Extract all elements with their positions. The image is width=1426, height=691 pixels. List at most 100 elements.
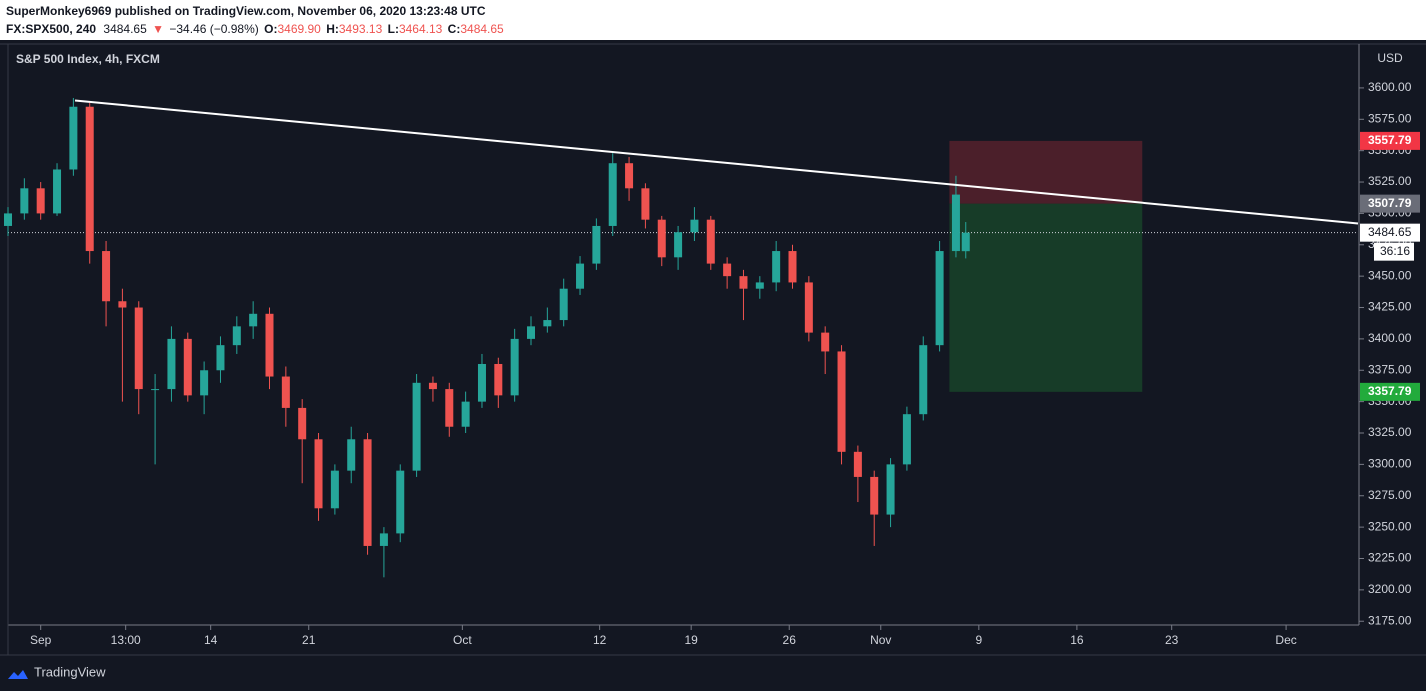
candle-body xyxy=(281,376,290,408)
ohlc-value: 3464.13 xyxy=(399,22,443,36)
candle-body xyxy=(102,251,111,302)
candle-body xyxy=(200,370,209,396)
candle-body xyxy=(249,313,258,327)
candle-body xyxy=(886,464,895,515)
currency: USD xyxy=(1377,51,1403,65)
chart-title: S&P 500 Index, 4h, FXCM xyxy=(16,52,160,66)
candle-body xyxy=(837,351,846,452)
candle-body xyxy=(690,219,699,233)
candle-body xyxy=(919,345,928,415)
candle-body xyxy=(69,106,78,170)
candle-body xyxy=(772,251,781,283)
x-tick-label: 26 xyxy=(783,633,797,647)
ohlc-key: L: xyxy=(388,22,399,36)
candle-body xyxy=(870,476,879,515)
candle-body xyxy=(53,169,62,214)
change: −34.46 (−0.98%) xyxy=(169,22,258,36)
price-label: 3484.65 xyxy=(1368,225,1412,239)
candle-body xyxy=(216,345,225,371)
price-label-box xyxy=(1360,223,1420,242)
countdown-box xyxy=(1374,242,1414,261)
candle-body xyxy=(527,326,536,339)
candle-body xyxy=(625,163,634,189)
candle-body xyxy=(379,533,388,546)
x-tick-label: 23 xyxy=(1165,633,1179,647)
x-tick-label: Oct xyxy=(453,633,472,647)
countdown: 36:16 xyxy=(1380,244,1410,258)
price-axis: 3175.00 3200.00 3225.00 3250.00 3275.00 3300.… xyxy=(30,80,1420,647)
x-tick-label: 19 xyxy=(684,633,698,647)
candle-body xyxy=(151,389,160,391)
candle-body xyxy=(902,414,911,465)
candle-body xyxy=(167,338,176,390)
y-tick-label: 3225.00 xyxy=(1368,551,1412,565)
candle-body xyxy=(445,389,454,427)
ohlc-value: 3493.13 xyxy=(339,22,383,36)
candle-body xyxy=(576,263,585,289)
candle-body xyxy=(961,232,970,252)
y-tick-label: 3300.00 xyxy=(1368,457,1412,471)
candle-body xyxy=(396,470,405,534)
symbol-line: FX:SPX500, 240 3484.65 ▼ −34.46 (−0.98%)… xyxy=(6,22,504,36)
price-label-box xyxy=(1360,131,1420,150)
y-tick-label: 3600.00 xyxy=(1368,80,1412,94)
price-label-box xyxy=(1360,382,1420,401)
candle-body xyxy=(804,282,813,333)
x-tick-label: Sep xyxy=(30,633,52,647)
y-tick-label: 3275.00 xyxy=(1368,488,1412,502)
candle-body xyxy=(36,188,45,214)
y-tick-label: 3400.00 xyxy=(1368,331,1412,345)
candle-body xyxy=(543,320,552,327)
candle-body xyxy=(461,401,470,427)
author-text: SuperMonkey6969 published on TradingView… xyxy=(6,4,486,18)
x-tick-label: 9 xyxy=(975,633,982,647)
y-tick-label: 3375.00 xyxy=(1368,362,1412,376)
plot-area xyxy=(4,97,1359,578)
candle-body xyxy=(118,301,127,308)
candle-body xyxy=(85,106,94,252)
y-tick-label: 3175.00 xyxy=(1368,613,1412,627)
candle-body xyxy=(183,338,192,396)
candle-body xyxy=(298,407,307,440)
candle-body xyxy=(723,263,732,277)
price-label: 3357.79 xyxy=(1368,384,1412,398)
ohlc-key: C: xyxy=(448,22,461,36)
ohlc-value: 3484.65 xyxy=(460,22,504,36)
candle-body xyxy=(494,363,503,396)
candle-body xyxy=(853,451,862,477)
brand-logo xyxy=(8,670,28,679)
candle-body xyxy=(788,251,797,283)
candle-body xyxy=(232,326,241,346)
price-label: 3507.79 xyxy=(1368,196,1412,210)
symbol: FX:SPX500, 240 xyxy=(6,22,96,36)
x-tick-label: Dec xyxy=(1275,633,1296,647)
candle-body xyxy=(608,163,617,226)
target-zone xyxy=(949,203,1143,392)
candle-body xyxy=(641,188,650,220)
header-bar xyxy=(0,0,1426,40)
candle-body xyxy=(477,363,486,402)
candle-body xyxy=(592,225,601,264)
candle-body xyxy=(428,382,437,390)
candle-body xyxy=(559,288,568,321)
y-tick-label: 3575.00 xyxy=(1368,111,1412,125)
candle-body xyxy=(755,282,764,289)
candle-body xyxy=(265,313,274,377)
brand-name: TradingView xyxy=(34,664,106,679)
author-line: SuperMonkey6969 published on TradingView… xyxy=(6,4,486,18)
trendline xyxy=(74,99,1359,225)
x-tick-label: 12 xyxy=(593,633,607,647)
y-tick-label: 3450.00 xyxy=(1368,268,1412,282)
candle-body xyxy=(935,251,944,346)
currency-box xyxy=(1374,50,1406,67)
candle-body xyxy=(347,439,356,471)
ohlc-key: H: xyxy=(326,22,339,36)
price-label: 3557.79 xyxy=(1368,133,1412,147)
y-tick-label: 3325.00 xyxy=(1368,425,1412,439)
y-tick-label: 3250.00 xyxy=(1368,519,1412,533)
candle-body xyxy=(951,194,960,252)
x-tick-label: 21 xyxy=(302,633,316,647)
ohlc-value: 3469.90 xyxy=(277,22,321,36)
candle-body xyxy=(330,470,339,509)
